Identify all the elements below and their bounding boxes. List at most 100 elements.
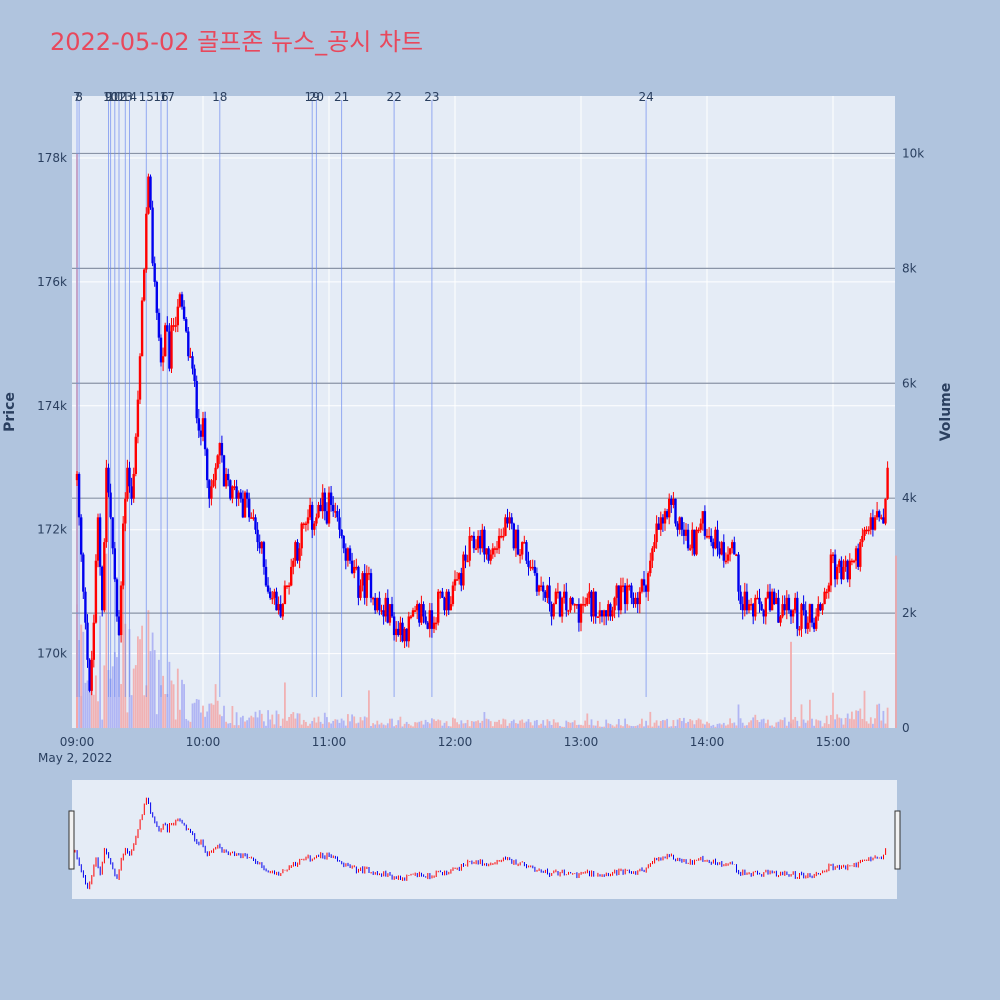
volume-bar [785, 725, 788, 728]
candle-body [867, 529, 870, 532]
candle-body [825, 591, 828, 594]
volume-bar [645, 720, 647, 728]
candle-body [218, 442, 221, 456]
volume-bar [166, 694, 169, 728]
x-tick-label: 10:00 [186, 735, 221, 749]
event-label: 8 [75, 90, 83, 104]
event-label: 7 [73, 90, 81, 104]
candle-body [124, 498, 127, 524]
volume-bar [750, 720, 752, 728]
candle-body [558, 591, 562, 617]
volume-bar [368, 690, 370, 728]
volume-bar [773, 726, 776, 728]
volume-bar [596, 720, 599, 728]
volume-bar [708, 723, 710, 728]
candle-body [628, 585, 631, 587]
candle-body [829, 554, 833, 586]
volume-bar [286, 720, 288, 728]
event-marker: 20 [309, 90, 324, 697]
volume-bar [544, 725, 547, 728]
volume-bar [111, 666, 114, 728]
volume-bar [206, 711, 209, 728]
candle-body [737, 554, 740, 592]
volume-bar [515, 723, 517, 728]
range-slider[interactable] [68, 780, 901, 899]
volume-bar [290, 714, 293, 728]
volume-bar [235, 712, 238, 728]
candle-body [735, 554, 738, 557]
range-slider-left-handle[interactable] [68, 810, 75, 870]
volume-bar [336, 719, 339, 728]
volume-bar [649, 711, 652, 728]
volume-bar [630, 725, 633, 728]
candle-body [796, 597, 799, 629]
candle-body [380, 610, 383, 612]
volume-bar [82, 631, 85, 728]
volume-bar [573, 720, 576, 728]
candle-body [413, 610, 417, 612]
volume-bar [672, 720, 675, 728]
candle-body [563, 591, 566, 598]
volume-bar [842, 724, 845, 728]
volume-bar [489, 721, 492, 728]
candle-body [710, 535, 713, 543]
candle-body [466, 560, 469, 563]
candle-body [252, 517, 255, 519]
volume-bar [305, 721, 307, 728]
candle-body [367, 573, 371, 575]
volume-bar [97, 701, 99, 728]
candle-body [691, 529, 694, 549]
volume-bar [181, 679, 183, 728]
candle-body [432, 622, 436, 629]
volume-bar [134, 665, 137, 728]
volume-bar [92, 694, 95, 728]
candle-body [416, 604, 419, 611]
range-slider-background[interactable] [72, 780, 897, 899]
volume-bar [326, 717, 328, 728]
candle-body [256, 529, 259, 543]
candle-body [785, 597, 788, 611]
main-plot-area[interactable] [72, 96, 895, 728]
volume-bar [279, 725, 282, 728]
volume-bar [281, 718, 284, 728]
candle-body [453, 579, 457, 586]
candle-body [449, 604, 452, 611]
volume-bar [567, 721, 570, 728]
event-marker: 16 [153, 90, 169, 697]
candle-body [548, 585, 551, 605]
volume-bar [521, 719, 524, 728]
volume-bar [223, 705, 225, 728]
candle-body [271, 597, 274, 600]
volume-bar [855, 710, 857, 728]
volume-bar [292, 712, 295, 728]
range-slider-right-handle[interactable] [894, 810, 901, 870]
volume-bar [760, 719, 763, 728]
candle-body [502, 535, 505, 538]
volume-bar [775, 722, 778, 728]
event-marker: 12 [111, 90, 127, 697]
candle-body [243, 492, 247, 518]
volume-bar [210, 703, 213, 728]
volume-bar [265, 725, 267, 728]
candle-body [802, 604, 805, 611]
candle-body [777, 597, 780, 623]
volume-bar [395, 725, 398, 728]
volume-bar [260, 713, 263, 728]
volume-bar [221, 716, 223, 728]
candle-body [854, 548, 858, 561]
candle-body [164, 325, 167, 357]
candle-body [705, 535, 709, 538]
volume-bar [840, 718, 843, 728]
y2-tick-label: 2k [902, 606, 917, 620]
candle-body [546, 585, 549, 598]
candle-body [269, 591, 272, 598]
volume-bar [542, 720, 545, 728]
volume-bar [239, 717, 242, 728]
volume-bar [200, 712, 202, 728]
candle-body [483, 529, 486, 555]
volume-bar [722, 722, 725, 728]
candle-body [195, 381, 198, 419]
volume-bar [334, 719, 337, 728]
candle-body [445, 591, 448, 611]
volume-bar [179, 709, 181, 728]
